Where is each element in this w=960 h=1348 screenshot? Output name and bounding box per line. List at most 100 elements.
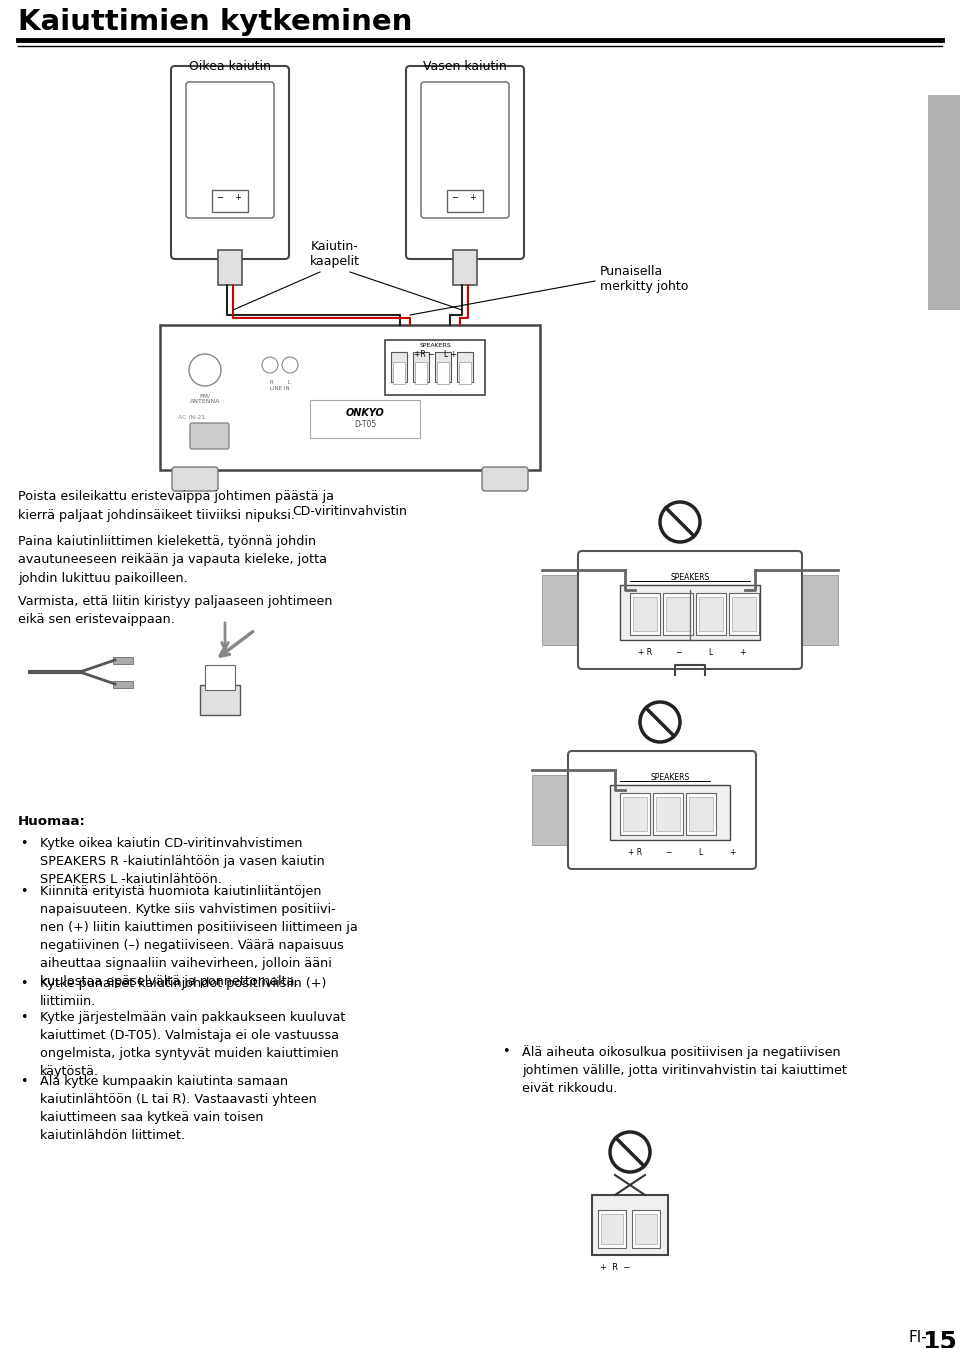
Text: AC IN-21: AC IN-21: [178, 415, 205, 421]
Bar: [413, 352, 429, 381]
Bar: [385, 340, 485, 395]
Text: Varmista, että liitin kiristyy paljaaseen johtimeen
eikä sen eristevaippaan.: Varmista, että liitin kiristyy paljaasee…: [18, 594, 332, 627]
Bar: [663, 593, 693, 635]
Bar: [620, 585, 760, 640]
Text: + R: + R: [638, 648, 652, 656]
Text: Kytke punaiset kaiutinjohdot positiiviisiin (+)
liittimiin.: Kytke punaiset kaiutinjohdot positiiviis…: [40, 977, 326, 1008]
Text: ONKYO: ONKYO: [346, 408, 384, 418]
Text: Huomaa:: Huomaa:: [18, 816, 85, 828]
Bar: [598, 1211, 626, 1248]
Text: Oikea kaiutin: Oikea kaiutin: [189, 61, 271, 73]
FancyBboxPatch shape: [186, 82, 274, 218]
Bar: [391, 352, 407, 381]
Text: •: •: [20, 1011, 28, 1024]
Bar: [437, 363, 449, 384]
FancyBboxPatch shape: [482, 466, 528, 491]
Text: −: −: [451, 193, 459, 202]
Bar: [620, 793, 650, 834]
Text: Poista esileikattu eristevaippa johtimen päästä ja
kierrä paljaat johdinsäikeet : Poista esileikattu eristevaippa johtimen…: [18, 491, 334, 522]
Bar: [928, 94, 960, 310]
Bar: [601, 1215, 623, 1244]
Bar: [592, 1194, 668, 1255]
Text: Vasen kaiutin: Vasen kaiutin: [423, 61, 507, 73]
FancyBboxPatch shape: [421, 82, 509, 218]
Bar: [699, 597, 723, 631]
Text: R        L
LINE IN: R L LINE IN: [270, 380, 290, 391]
Bar: [696, 593, 726, 635]
Bar: [630, 593, 660, 635]
Bar: [212, 190, 248, 212]
Circle shape: [189, 355, 221, 386]
Bar: [160, 325, 540, 470]
Bar: [205, 665, 235, 690]
Text: 15: 15: [922, 1330, 957, 1348]
FancyBboxPatch shape: [172, 466, 218, 491]
FancyBboxPatch shape: [190, 423, 229, 449]
Text: SPEAKERS: SPEAKERS: [670, 573, 709, 582]
FancyBboxPatch shape: [568, 751, 756, 869]
Bar: [632, 1211, 660, 1248]
FancyBboxPatch shape: [171, 66, 289, 259]
Bar: [435, 352, 451, 381]
Bar: [635, 1215, 657, 1244]
Text: +: +: [469, 193, 476, 202]
Bar: [633, 597, 657, 631]
FancyBboxPatch shape: [406, 66, 524, 259]
Text: Kytke järjestelmään vain pakkaukseen kuuluvat
kaiuttimet (D-T05). Valmistaja ei : Kytke järjestelmään vain pakkaukseen kuu…: [40, 1011, 346, 1078]
Text: Älä kytke kumpaakin kaiutinta samaan
kaiutinlähtöön (L tai R). Vastaavasti yhtee: Älä kytke kumpaakin kaiutinta samaan kai…: [40, 1074, 317, 1142]
Bar: [542, 576, 580, 644]
Text: +: +: [739, 648, 745, 656]
Bar: [686, 793, 716, 834]
Bar: [453, 249, 477, 284]
Text: Kaiuttimien kytkeminen: Kaiuttimien kytkeminen: [18, 8, 413, 36]
Bar: [113, 656, 133, 665]
Text: •: •: [20, 1074, 28, 1088]
Bar: [689, 797, 713, 830]
Text: D-T05: D-T05: [354, 421, 376, 429]
Text: Älä aiheuta oikosulkua positiivisen ja negatiivisen
johtimen välille, jotta viri: Älä aiheuta oikosulkua positiivisen ja n…: [522, 1045, 847, 1095]
Bar: [532, 775, 570, 845]
Bar: [666, 597, 690, 631]
Text: +: +: [729, 848, 735, 857]
Bar: [393, 363, 405, 384]
Bar: [218, 249, 242, 284]
Text: •: •: [502, 1045, 510, 1058]
Bar: [459, 363, 471, 384]
Text: −: −: [675, 648, 682, 656]
Text: CD-viritinvahvistin: CD-viritinvahvistin: [293, 506, 407, 518]
Text: + R: + R: [628, 848, 642, 857]
Text: Kiinnitä erityistä huomiota kaiutinliitäntöjen
napaisuuteen. Kytke siis vahvisti: Kiinnitä erityistä huomiota kaiutinliitä…: [40, 886, 358, 988]
Text: −: −: [665, 848, 671, 857]
Text: FI-: FI-: [908, 1330, 926, 1345]
Text: +: +: [234, 193, 241, 202]
Bar: [415, 363, 427, 384]
Bar: [623, 797, 647, 830]
Bar: [732, 597, 756, 631]
Text: SPEAKERS: SPEAKERS: [420, 342, 451, 348]
Bar: [800, 576, 838, 644]
Text: Kaiutin-
kaapelit: Kaiutin- kaapelit: [310, 240, 360, 268]
Text: •: •: [20, 977, 28, 991]
Bar: [457, 352, 473, 381]
Text: −: −: [217, 193, 224, 202]
Bar: [729, 593, 759, 635]
Text: Paina kaiutinliittimen kielekettä, työnnä johdin
avautuneeseen reikään ja vapaut: Paina kaiutinliittimen kielekettä, työnn…: [18, 535, 327, 585]
Text: Punaisella
merkitty johto: Punaisella merkitty johto: [600, 266, 688, 293]
Bar: [447, 190, 483, 212]
Text: +R −    L +: +R − L +: [414, 350, 457, 359]
Bar: [610, 785, 730, 840]
FancyBboxPatch shape: [578, 551, 802, 669]
Text: SPEAKERS: SPEAKERS: [650, 772, 689, 782]
Circle shape: [282, 357, 298, 373]
Text: •: •: [20, 837, 28, 851]
Bar: [310, 400, 420, 438]
Text: +  R  −: + R −: [600, 1263, 630, 1273]
Bar: [653, 793, 683, 834]
Bar: [200, 685, 240, 714]
Text: Kytke oikea kaiutin CD-viritinvahvistimen
SPEAKERS R -kaiutinlähtöön ja vasen ka: Kytke oikea kaiutin CD-viritinvahvistime…: [40, 837, 324, 886]
Text: L: L: [698, 848, 702, 857]
Text: L: L: [708, 648, 712, 656]
Text: FM/
ANTENNA: FM/ ANTENNA: [190, 394, 220, 404]
Text: •: •: [20, 886, 28, 899]
Circle shape: [262, 357, 278, 373]
